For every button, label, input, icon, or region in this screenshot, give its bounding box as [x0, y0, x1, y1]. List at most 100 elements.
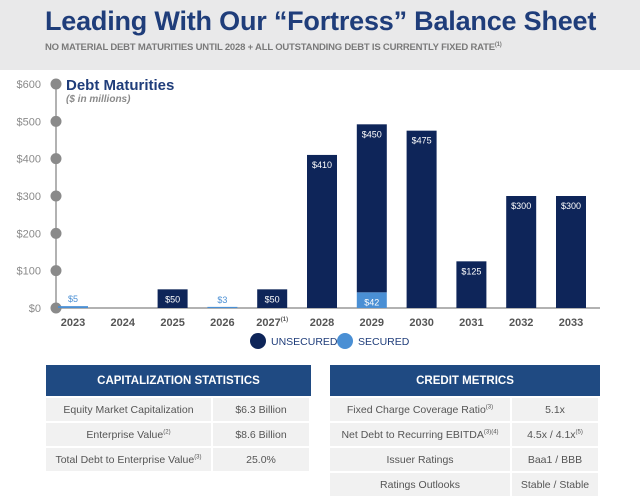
x-tick-label: 2028 — [310, 317, 334, 329]
metric-label: Ratings Outlooks — [330, 473, 512, 496]
x-tick-label: 2027(1) — [256, 317, 288, 329]
capitalization-table: CAPITALIZATION STATISTICS Equity Market C… — [46, 363, 312, 473]
value-text: Baa1 / BBB — [527, 453, 583, 466]
data-label: $300 — [511, 201, 531, 211]
bar-unsecured-2031 — [456, 261, 487, 308]
bar-unsecured-2027 — [257, 289, 288, 308]
metric-value: 25.0% — [213, 448, 312, 471]
y-tick-marker — [50, 302, 62, 314]
footnote: (3)(4) — [483, 429, 499, 435]
metric-label: Total Debt to Enterprise Value(3) — [46, 448, 213, 471]
footnote: (3) — [485, 404, 494, 410]
page-subtitle: NO MATERIAL DEBT MATURITIES UNTIL 2028 +… — [45, 42, 635, 53]
table-header: CREDIT METRICS — [330, 365, 600, 396]
data-label: $410 — [312, 160, 332, 170]
footnote: (1) — [494, 42, 502, 48]
x-tick-label: 2029 — [360, 317, 384, 329]
data-label: $125 — [461, 266, 481, 276]
bar-unsecured-2030 — [406, 130, 437, 308]
metric-value: $8.6 Billion — [213, 423, 312, 446]
y-tick-marker — [50, 78, 62, 90]
value-text: 4.5x / 4.1x — [527, 428, 576, 441]
x-tick-label: 2033 — [559, 317, 583, 329]
label-text: Issuer Ratings — [386, 453, 454, 466]
bar-unsecured-2028 — [307, 154, 337, 308]
legend-marker-secured — [337, 333, 353, 349]
data-label: $475 — [412, 136, 432, 146]
metric-label: Net Debt to Recurring EBITDA(3)(4) — [330, 423, 512, 446]
footnote: (5) — [575, 429, 583, 435]
table-row: Equity Market Capitalization $6.3 Billion — [46, 398, 312, 421]
debt-maturities-chart: $0 $100 $200 $300 $400 $500 $600 Debt Maturitie… — [17, 77, 600, 349]
table-row: Issuer Ratings Baa1 / BBB — [330, 448, 600, 471]
table-row: Fixed Charge Coverage Ratio(3) 5.1x — [330, 398, 600, 421]
metric-label: Fixed Charge Coverage Ratio(3) — [330, 398, 512, 421]
label-text: Total Debt to Enterprise Value — [55, 453, 195, 466]
legend-label: UNSECURED — [271, 336, 338, 348]
bar-unsecured-2033 — [556, 196, 586, 308]
y-tick-marker — [50, 227, 62, 239]
metric-label: Equity Market Capitalization — [46, 398, 213, 421]
y-tick-marker — [50, 115, 62, 127]
metric-label: Enterprise Value(2) — [46, 423, 213, 446]
data-label: $50 — [265, 294, 280, 304]
label-text: Enterprise Value — [86, 428, 164, 441]
data-label: $50 — [165, 294, 180, 304]
data-label: $42 — [364, 297, 379, 307]
x-tick-label: 2031 — [459, 317, 483, 329]
table-row: Ratings Outlooks Stable / Stable — [330, 473, 600, 496]
y-tick-label: $500 — [17, 116, 41, 128]
y-tick-label: $0 — [29, 303, 41, 315]
x-tick-label: 2026 — [210, 317, 234, 329]
value-text: 5.1x — [545, 403, 565, 416]
value-text: Stable / Stable — [520, 478, 590, 491]
bar-secured-2029 — [356, 292, 387, 308]
table-row: Total Debt to Enterprise Value(3) 25.0% — [46, 448, 312, 471]
label-text: Ratings Outlooks — [380, 478, 460, 491]
y-tick-marker — [50, 190, 62, 202]
y-tick-label: $600 — [17, 79, 41, 91]
value-text: $6.3 Billion — [235, 403, 287, 416]
chart-title: Debt Maturities — [66, 77, 174, 94]
header-band: Leading With Our “Fortress” Balance Shee… — [0, 0, 640, 70]
data-label: $300 — [561, 201, 581, 211]
bar-secured-2023 — [58, 306, 88, 308]
bar-unsecured-2032 — [506, 196, 537, 308]
y-tick-label: $300 — [17, 191, 41, 203]
credit-metrics-table: CREDIT METRICS Fixed Charge Coverage Rati… — [330, 363, 600, 498]
data-label: $3 — [217, 295, 227, 305]
y-tick-label: $100 — [17, 266, 41, 278]
x-tick-label: 2032 — [509, 317, 533, 329]
label-text: Net Debt to Recurring EBITDA — [341, 428, 484, 441]
bar-secured-2026 — [207, 306, 238, 308]
data-label: $5 — [68, 294, 78, 304]
table-row: Enterprise Value(2) $8.6 Billion — [46, 423, 312, 446]
x-tick-label: 2030 — [409, 317, 433, 329]
table-row: Net Debt to Recurring EBITDA(3)(4) 4.5x /… — [330, 423, 600, 446]
bar-unsecured-2029 — [356, 124, 387, 293]
table-header: CAPITALIZATION STATISTICS — [46, 365, 312, 396]
page-title: Leading With Our “Fortress” Balance Shee… — [45, 6, 597, 36]
metric-value: Stable / Stable — [512, 473, 600, 496]
footnote: (2) — [163, 429, 171, 435]
x-tick-label: 2023 — [61, 317, 85, 329]
y-tick-label: $200 — [17, 228, 41, 240]
metric-value: $6.3 Billion — [213, 398, 312, 421]
x-tick-label: 2024 — [111, 317, 136, 329]
value-text: $8.6 Billion — [235, 428, 287, 441]
data-label: $450 — [362, 129, 382, 139]
value-text: 25.0% — [246, 453, 276, 466]
x-tick-label: 2025 — [160, 317, 184, 329]
subtitle-text: NO MATERIAL DEBT MATURITIES UNTIL 2028 +… — [45, 42, 495, 54]
metric-label: Issuer Ratings — [330, 448, 512, 471]
legend-marker-unsecured — [250, 333, 266, 349]
y-tick-marker — [50, 153, 62, 165]
metric-value: Baa1 / BBB — [512, 448, 600, 471]
chart-subtitle: ($ in millions) — [66, 94, 131, 105]
label-text: Equity Market Capitalization — [63, 403, 194, 416]
metric-value: 4.5x / 4.1x(5) — [512, 423, 600, 446]
y-tick-label: $400 — [17, 154, 41, 166]
bar-unsecured-2025 — [157, 289, 188, 308]
metric-value: 5.1x — [512, 398, 600, 421]
footnote: (3) — [194, 454, 202, 460]
